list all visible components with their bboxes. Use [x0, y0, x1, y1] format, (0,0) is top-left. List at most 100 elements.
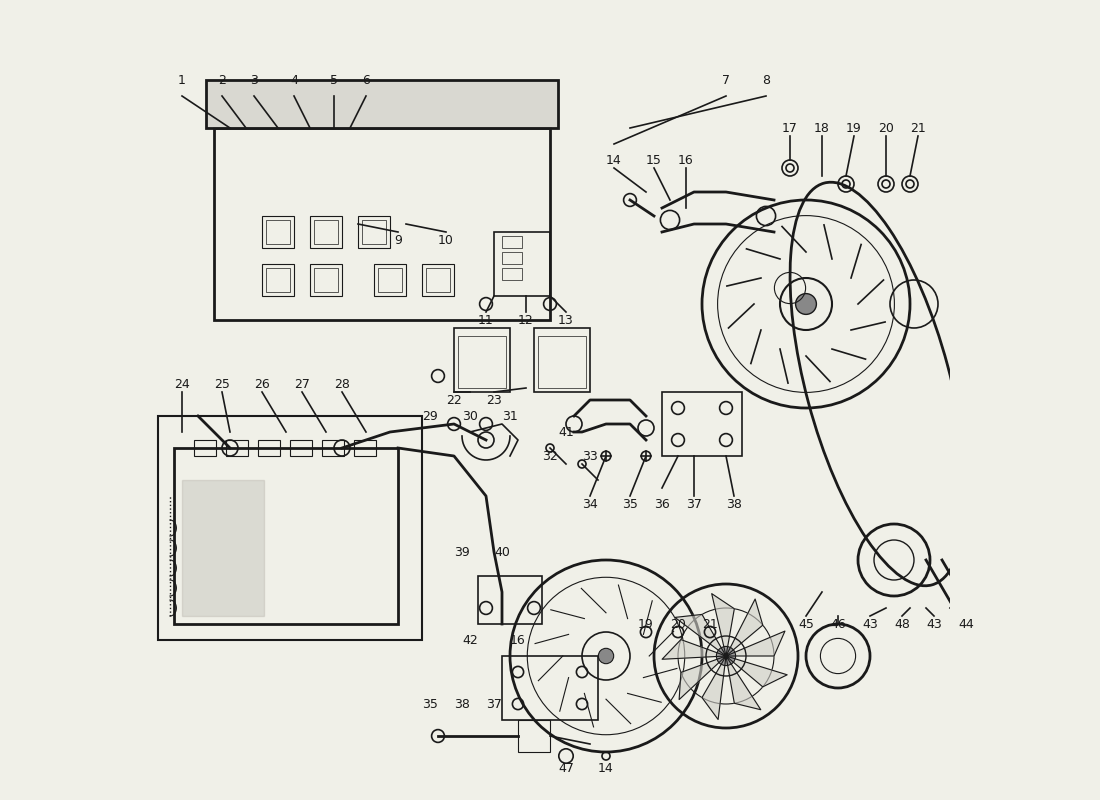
Text: 39: 39 [454, 546, 470, 558]
Polygon shape [206, 80, 558, 128]
Bar [538, 336, 586, 388]
Polygon shape [675, 614, 726, 656]
Bar [502, 236, 522, 248]
Text: 19: 19 [638, 618, 653, 630]
Circle shape [716, 646, 736, 666]
Text: 40: 40 [494, 546, 510, 558]
Bar [262, 216, 294, 248]
Text: 33: 33 [582, 450, 598, 462]
Text: 20: 20 [670, 618, 686, 630]
Polygon shape [182, 480, 264, 616]
Text: 37: 37 [686, 498, 702, 510]
Polygon shape [679, 656, 726, 699]
Text: 10: 10 [438, 234, 454, 246]
Text: 16: 16 [510, 634, 526, 646]
Bar [310, 216, 342, 248]
Polygon shape [662, 639, 726, 659]
Text: 14: 14 [598, 762, 614, 774]
Text: 6: 6 [362, 74, 370, 86]
Polygon shape [726, 656, 788, 687]
Bar [662, 392, 742, 456]
Text: 31: 31 [502, 410, 518, 422]
Bar [422, 264, 454, 296]
Bar [502, 268, 522, 280]
Text: 15: 15 [646, 154, 662, 166]
Bar [174, 448, 398, 624]
Text: 42: 42 [462, 634, 477, 646]
Text: 23: 23 [486, 394, 502, 406]
Bar [310, 264, 342, 296]
Text: 41: 41 [558, 426, 574, 438]
Text: 9: 9 [394, 234, 402, 246]
Text: 18: 18 [814, 122, 829, 134]
Text: 32: 32 [542, 450, 558, 462]
Bar [314, 268, 338, 292]
Text: 8: 8 [762, 74, 770, 86]
Bar [534, 328, 590, 392]
Text: 48: 48 [894, 618, 910, 630]
Bar [494, 232, 550, 296]
Bar [266, 220, 290, 244]
Bar [266, 268, 290, 292]
Text: 21: 21 [910, 122, 926, 134]
Text: 12: 12 [518, 314, 534, 326]
Bar [226, 440, 249, 456]
Text: 4: 4 [290, 74, 298, 86]
Text: 30: 30 [462, 410, 477, 422]
Text: 47: 47 [558, 762, 574, 774]
Polygon shape [726, 631, 785, 656]
Bar [458, 336, 506, 388]
Text: 2: 2 [218, 74, 226, 86]
Polygon shape [726, 656, 761, 710]
Polygon shape [702, 656, 726, 719]
Text: 16: 16 [678, 154, 694, 166]
Text: 11: 11 [478, 314, 494, 326]
Bar [194, 440, 217, 456]
Bar [426, 268, 450, 292]
Text: 13: 13 [558, 314, 574, 326]
Polygon shape [726, 599, 762, 656]
Bar [258, 440, 280, 456]
Text: 22: 22 [447, 394, 462, 406]
Text: 38: 38 [454, 698, 470, 710]
Bar [478, 576, 542, 624]
Text: 27: 27 [294, 378, 310, 390]
Text: 25: 25 [214, 378, 230, 390]
Text: 44: 44 [958, 618, 974, 630]
Text: 3: 3 [250, 74, 257, 86]
Text: 5: 5 [330, 74, 338, 86]
Text: 14: 14 [606, 154, 621, 166]
Text: 1: 1 [178, 74, 186, 86]
Bar [358, 216, 390, 248]
Bar [374, 264, 406, 296]
Text: 35: 35 [422, 698, 438, 710]
Bar [290, 440, 312, 456]
Text: 46: 46 [830, 618, 846, 630]
Text: 35: 35 [623, 498, 638, 510]
Circle shape [795, 294, 816, 314]
Text: 29: 29 [422, 410, 438, 422]
Text: 43: 43 [926, 618, 942, 630]
Polygon shape [712, 594, 735, 656]
Text: 45: 45 [799, 618, 814, 630]
Text: 20: 20 [878, 122, 894, 134]
Text: 19: 19 [846, 122, 862, 134]
Text: 37: 37 [486, 698, 502, 710]
Bar [262, 264, 294, 296]
Bar [502, 252, 522, 264]
Text: 7: 7 [722, 74, 730, 86]
Bar [502, 656, 598, 720]
Bar [518, 720, 550, 752]
Text: 43: 43 [862, 618, 878, 630]
Text: 36: 36 [654, 498, 670, 510]
Text: 24: 24 [174, 378, 190, 390]
Bar [322, 440, 344, 456]
Circle shape [598, 648, 614, 664]
Bar [354, 440, 376, 456]
Bar [454, 328, 510, 392]
Bar [206, 80, 558, 128]
Bar [362, 220, 386, 244]
Bar [378, 268, 402, 292]
Text: 26: 26 [254, 378, 270, 390]
Text: 38: 38 [726, 498, 741, 510]
